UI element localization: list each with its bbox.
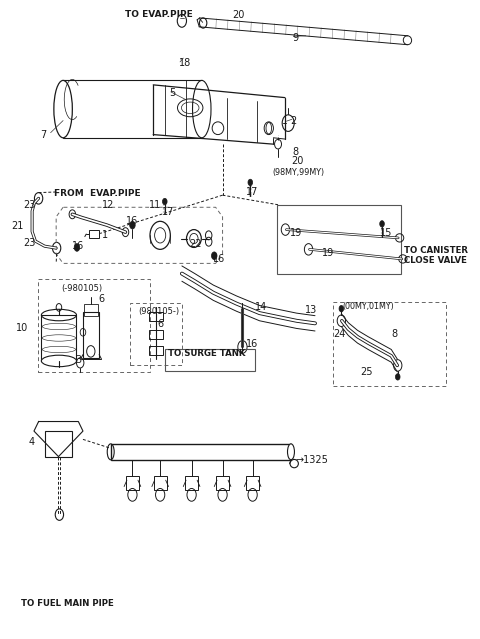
Text: 17: 17 xyxy=(246,187,258,197)
Text: 11: 11 xyxy=(149,200,161,210)
Bar xyxy=(111,444,291,460)
Bar xyxy=(185,475,198,490)
Text: FROM  EVAP.PIPE: FROM EVAP.PIPE xyxy=(54,189,141,197)
Bar xyxy=(84,304,98,316)
Bar xyxy=(149,312,163,321)
Text: 14: 14 xyxy=(255,302,267,312)
Circle shape xyxy=(74,243,80,251)
Text: (98MY,99MY): (98MY,99MY) xyxy=(273,168,324,178)
Bar xyxy=(149,330,163,339)
Text: CLOSE VALVE: CLOSE VALVE xyxy=(404,256,467,265)
Text: TO SURGE TANK: TO SURGE TANK xyxy=(168,349,246,358)
Bar xyxy=(130,303,182,366)
Text: TO EVAP.PIPE: TO EVAP.PIPE xyxy=(125,10,192,19)
Text: 8: 8 xyxy=(292,148,298,157)
Circle shape xyxy=(339,305,344,312)
Bar xyxy=(246,475,259,490)
Text: 16: 16 xyxy=(213,254,226,264)
Circle shape xyxy=(396,374,400,380)
Bar xyxy=(83,312,99,358)
Text: 6: 6 xyxy=(99,294,105,304)
Text: 22: 22 xyxy=(189,239,202,249)
Bar xyxy=(333,302,446,387)
Ellipse shape xyxy=(41,355,76,367)
Text: 1: 1 xyxy=(101,230,108,240)
Text: 6: 6 xyxy=(157,319,163,329)
Text: 9: 9 xyxy=(292,33,298,43)
Text: 20: 20 xyxy=(291,157,303,166)
Text: 19: 19 xyxy=(289,228,302,238)
Bar xyxy=(37,279,150,372)
Bar xyxy=(89,230,99,238)
Text: TO CANISTER: TO CANISTER xyxy=(404,246,468,255)
Text: (00MY,01MY): (00MY,01MY) xyxy=(343,302,395,311)
Bar xyxy=(165,350,255,371)
Text: 16: 16 xyxy=(246,339,258,349)
Text: 12: 12 xyxy=(101,200,114,210)
Text: 24: 24 xyxy=(334,328,346,339)
Text: (980105-): (980105-) xyxy=(138,307,180,316)
Text: 7: 7 xyxy=(40,130,46,139)
Text: 16: 16 xyxy=(72,241,84,251)
Text: 2: 2 xyxy=(290,116,297,126)
Text: →1325: →1325 xyxy=(296,455,328,465)
Bar xyxy=(277,204,401,273)
Text: (-980105): (-980105) xyxy=(61,284,102,293)
Text: 4: 4 xyxy=(28,437,35,447)
Bar xyxy=(45,431,72,457)
Text: TO FUEL MAIN PIPE: TO FUEL MAIN PIPE xyxy=(22,599,114,608)
Ellipse shape xyxy=(288,444,294,460)
Text: 10: 10 xyxy=(16,323,28,333)
Circle shape xyxy=(248,179,252,185)
Circle shape xyxy=(380,220,384,227)
Ellipse shape xyxy=(54,81,72,138)
Circle shape xyxy=(130,221,135,229)
Circle shape xyxy=(212,252,217,259)
Text: 23: 23 xyxy=(23,238,35,248)
Text: 17: 17 xyxy=(162,208,174,217)
Text: 18: 18 xyxy=(179,58,191,68)
Circle shape xyxy=(162,198,167,204)
Text: 21: 21 xyxy=(11,220,23,231)
Bar xyxy=(154,475,167,490)
Text: 23: 23 xyxy=(23,200,35,210)
Text: 3: 3 xyxy=(75,355,82,365)
Bar xyxy=(126,475,139,490)
Bar xyxy=(149,346,163,355)
Bar xyxy=(41,315,76,361)
Text: 19: 19 xyxy=(322,247,334,258)
Bar xyxy=(216,475,229,490)
Text: 8: 8 xyxy=(391,328,397,339)
Text: 20: 20 xyxy=(232,10,244,20)
Text: 13: 13 xyxy=(305,305,317,315)
Text: 16: 16 xyxy=(125,216,138,226)
Text: 25: 25 xyxy=(360,367,373,377)
Text: 5: 5 xyxy=(169,88,176,98)
Text: 15: 15 xyxy=(380,228,392,238)
